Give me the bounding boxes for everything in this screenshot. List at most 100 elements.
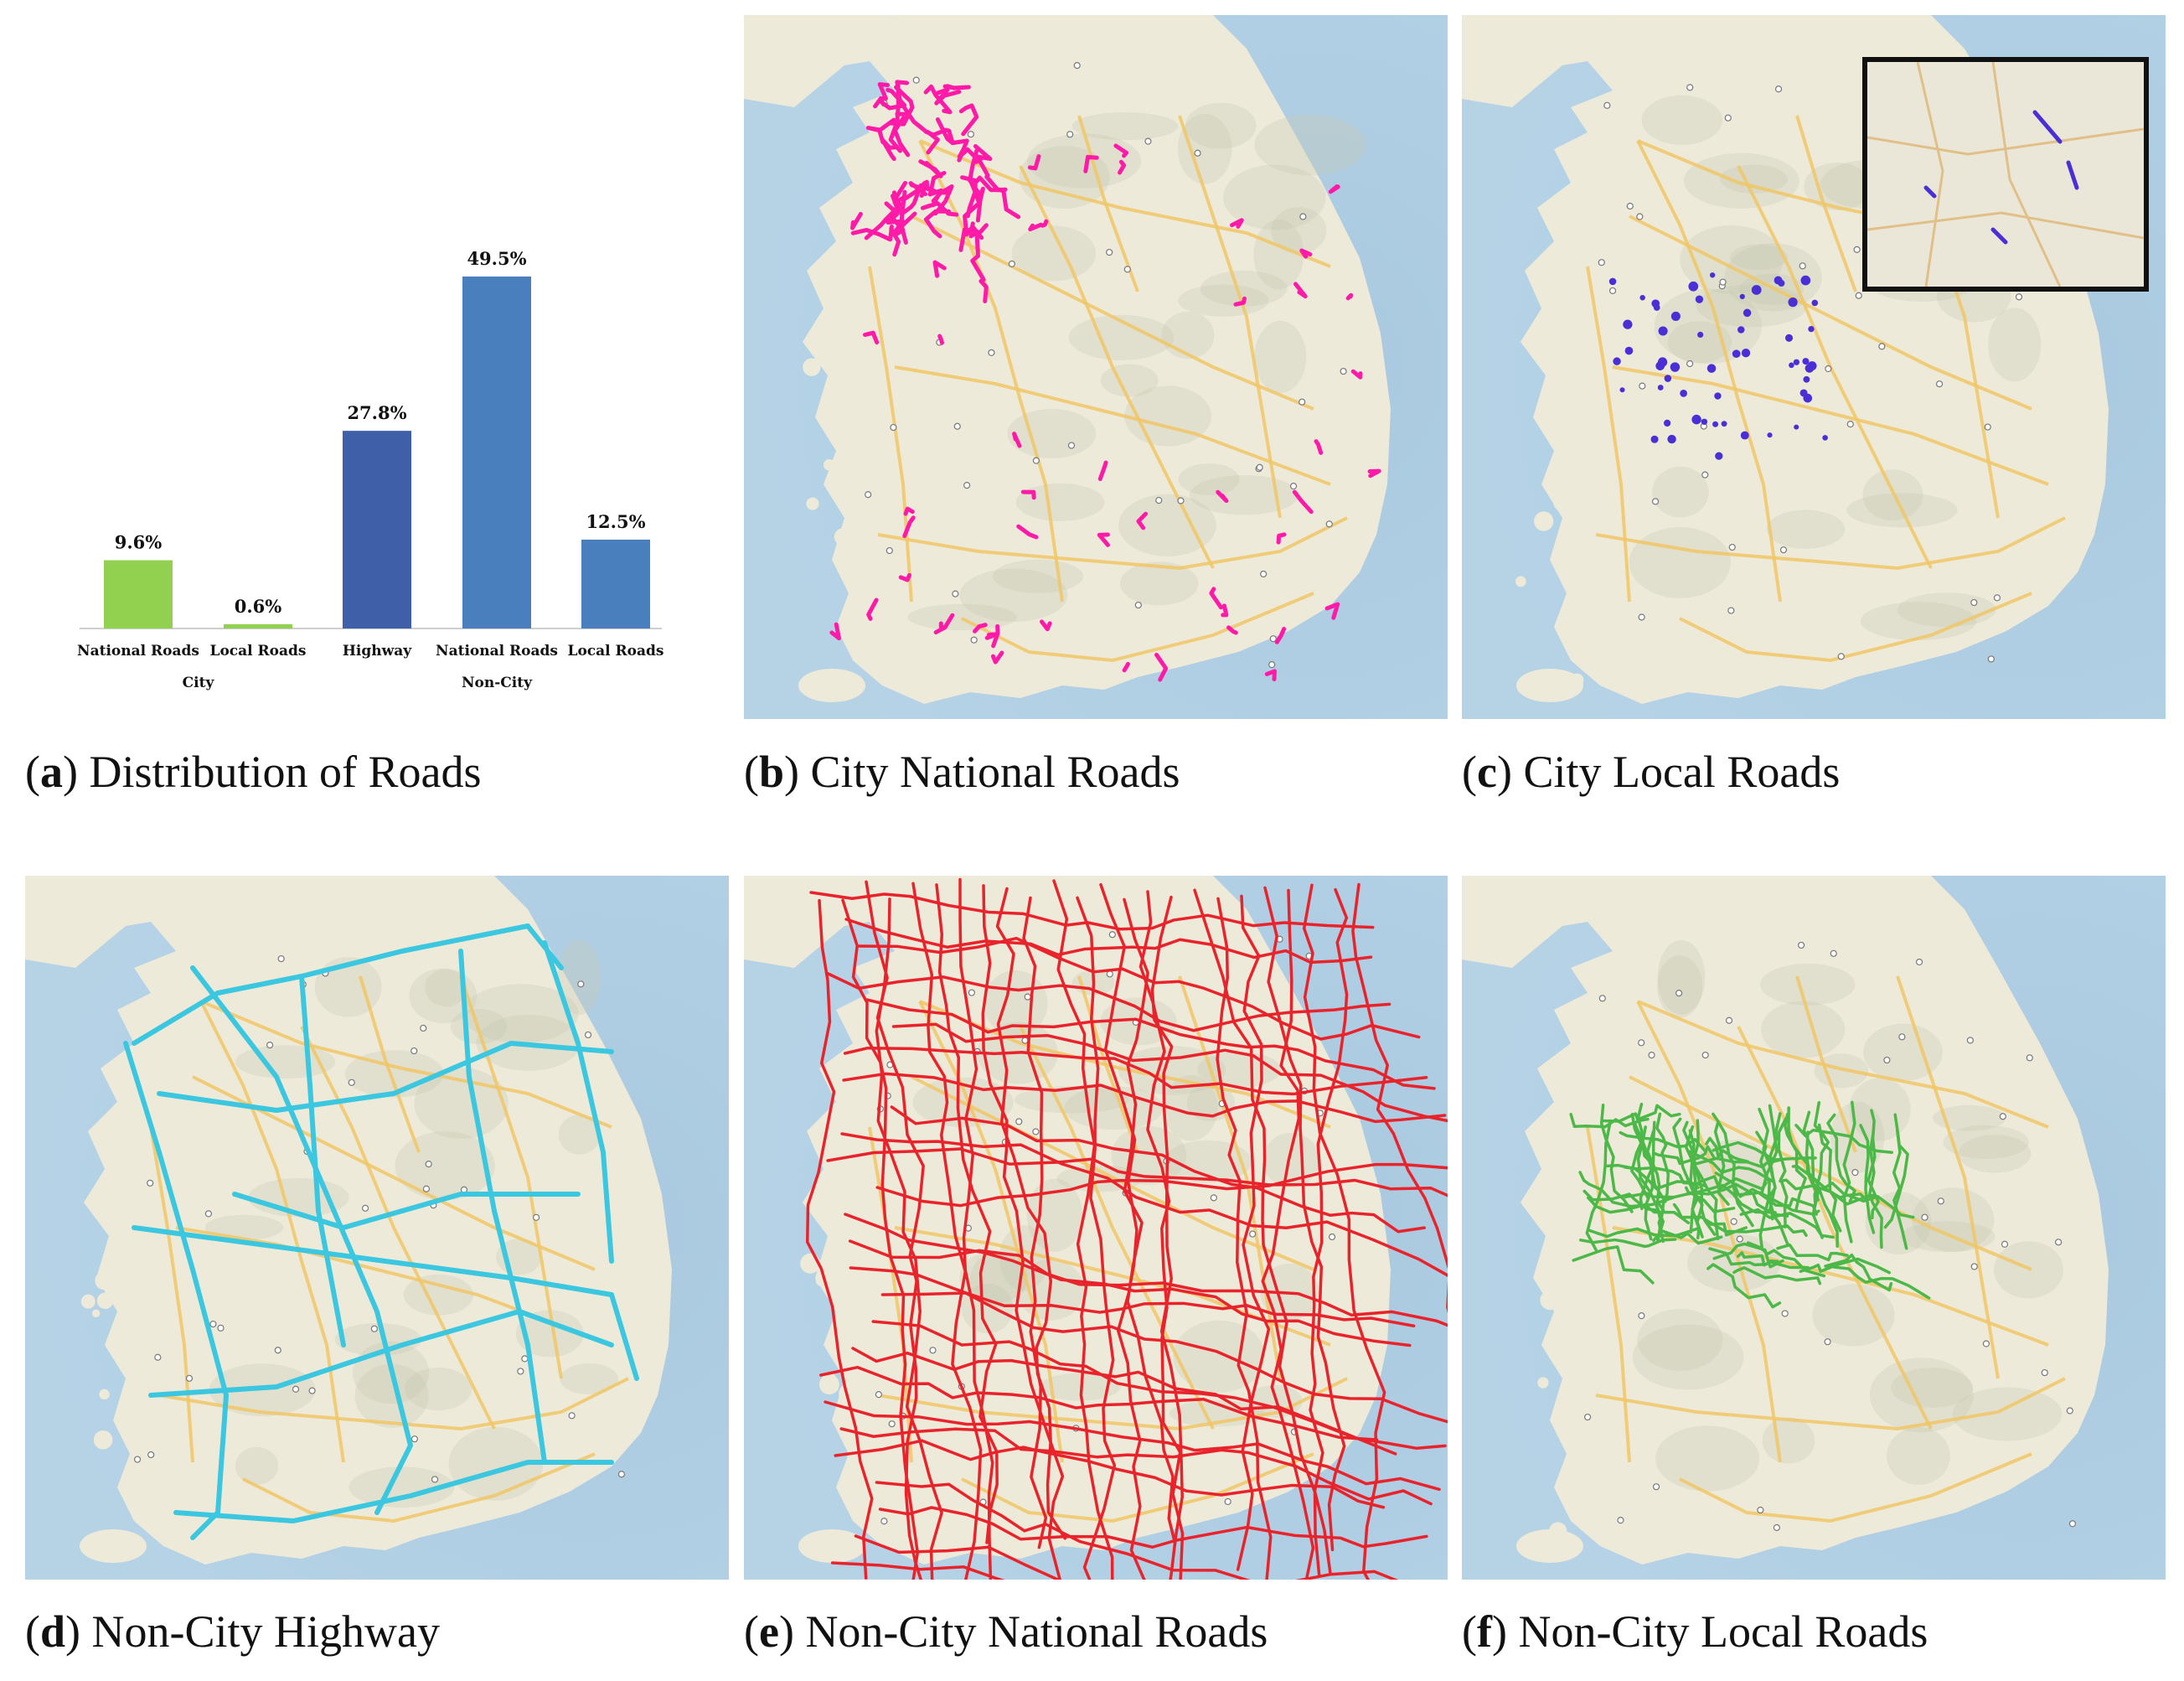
road-overlay [1020,489,1036,500]
terrain [204,1214,284,1240]
city-marker [422,1185,431,1192]
city-marker [1652,1483,1660,1491]
terrain [349,1466,455,1508]
island [1515,576,1526,587]
city-marker [410,1435,418,1443]
road-overlay [1811,299,1819,307]
city-marker [517,1368,524,1375]
road-overlay [1739,293,1745,300]
terrain [1177,113,1232,184]
base-road [961,1452,1314,1523]
terrain [959,568,1068,623]
base-road [1077,115,1139,292]
road-overlay [1658,326,1668,336]
island [1614,370,1624,379]
inset-road [1916,62,1944,287]
road-overlay [923,84,953,115]
city-marker [2041,1368,2048,1377]
island [892,1244,901,1252]
road-overlay [826,1147,1448,1197]
island [1553,492,1572,512]
road-overlay [1663,419,1671,427]
base-road [1595,516,2066,571]
city-marker [1015,1118,1023,1125]
road-overlay [1783,1112,1807,1213]
island [117,1295,138,1316]
base-road [1077,975,1139,1153]
north-land [1462,15,1613,107]
data-label: 9.6% [115,532,163,553]
road-overlay [898,572,911,582]
terrain [1254,320,1307,393]
road-overlay [967,177,985,223]
road-overlay [1755,1130,1771,1249]
road-overlay [1028,222,1044,232]
road-overlay [1572,1245,1655,1285]
road-overlay [1209,587,1223,610]
road-overlay [974,175,1008,193]
island [1580,639,1598,659]
terrain [1952,1387,2063,1441]
island [93,1430,113,1450]
terrain [1760,963,1856,1006]
road-overlay [1706,364,1717,373]
road-overlay [1805,364,1815,373]
terrain [1637,1308,1723,1371]
road-overlay [1808,325,1815,333]
road-overlay [890,211,917,238]
terrain [1223,164,1326,230]
base-road [1637,1000,2049,1129]
inset-road [1867,211,2144,240]
road-overlay [1233,296,1247,307]
city-marker [361,1204,369,1212]
island [1594,664,1608,677]
terrain [1739,273,1804,306]
base-map [25,876,729,1580]
group-label-city: City [183,675,215,691]
road-overlay [995,887,1066,1540]
terrain [1680,225,1784,294]
city-marker [1024,993,1031,1001]
highway-overlay [132,923,564,1046]
city-marker [1224,1497,1231,1506]
terrain [1039,1373,1121,1401]
city-marker [1008,260,1015,267]
road-overlay [1623,319,1633,329]
city-marker [568,1412,576,1420]
road-overlay [1680,390,1688,397]
tick-label: Local Roads [568,643,664,659]
terrain [1932,1104,2006,1131]
terrain [1011,225,1097,282]
road-overlay [844,1213,1412,1347]
city-marker [154,1353,162,1361]
highway-overlay [190,965,413,1515]
road-overlay [1784,334,1794,342]
road-overlay [934,87,962,106]
road-overlay [1826,1113,1856,1203]
city-marker [1598,259,1605,266]
island [824,459,835,471]
island [839,1384,859,1404]
road-overlay [1751,285,1762,295]
road-overlay [1800,275,1811,286]
road-overlay [1613,357,1621,365]
terrain [1766,509,1846,549]
base-road [877,516,1348,571]
city-marker [147,1451,155,1459]
city-marker [1269,635,1277,643]
island [1540,1290,1561,1311]
city-marker [1915,958,1923,966]
inset-road-overlay [2066,160,2079,190]
city-marker [1824,1338,1831,1346]
terrain [235,1446,279,1485]
city-marker [1021,1037,1029,1044]
city-marker [1982,1340,1990,1347]
road-overlay [1788,297,1798,308]
city-marker [1830,949,1837,957]
road-overlay [842,1072,1447,1124]
city-marker [1846,421,1854,428]
road-overlay [1824,1253,1893,1292]
road-overlay [1789,362,1794,369]
road-overlay [863,330,880,345]
road-overlay [875,897,943,1580]
